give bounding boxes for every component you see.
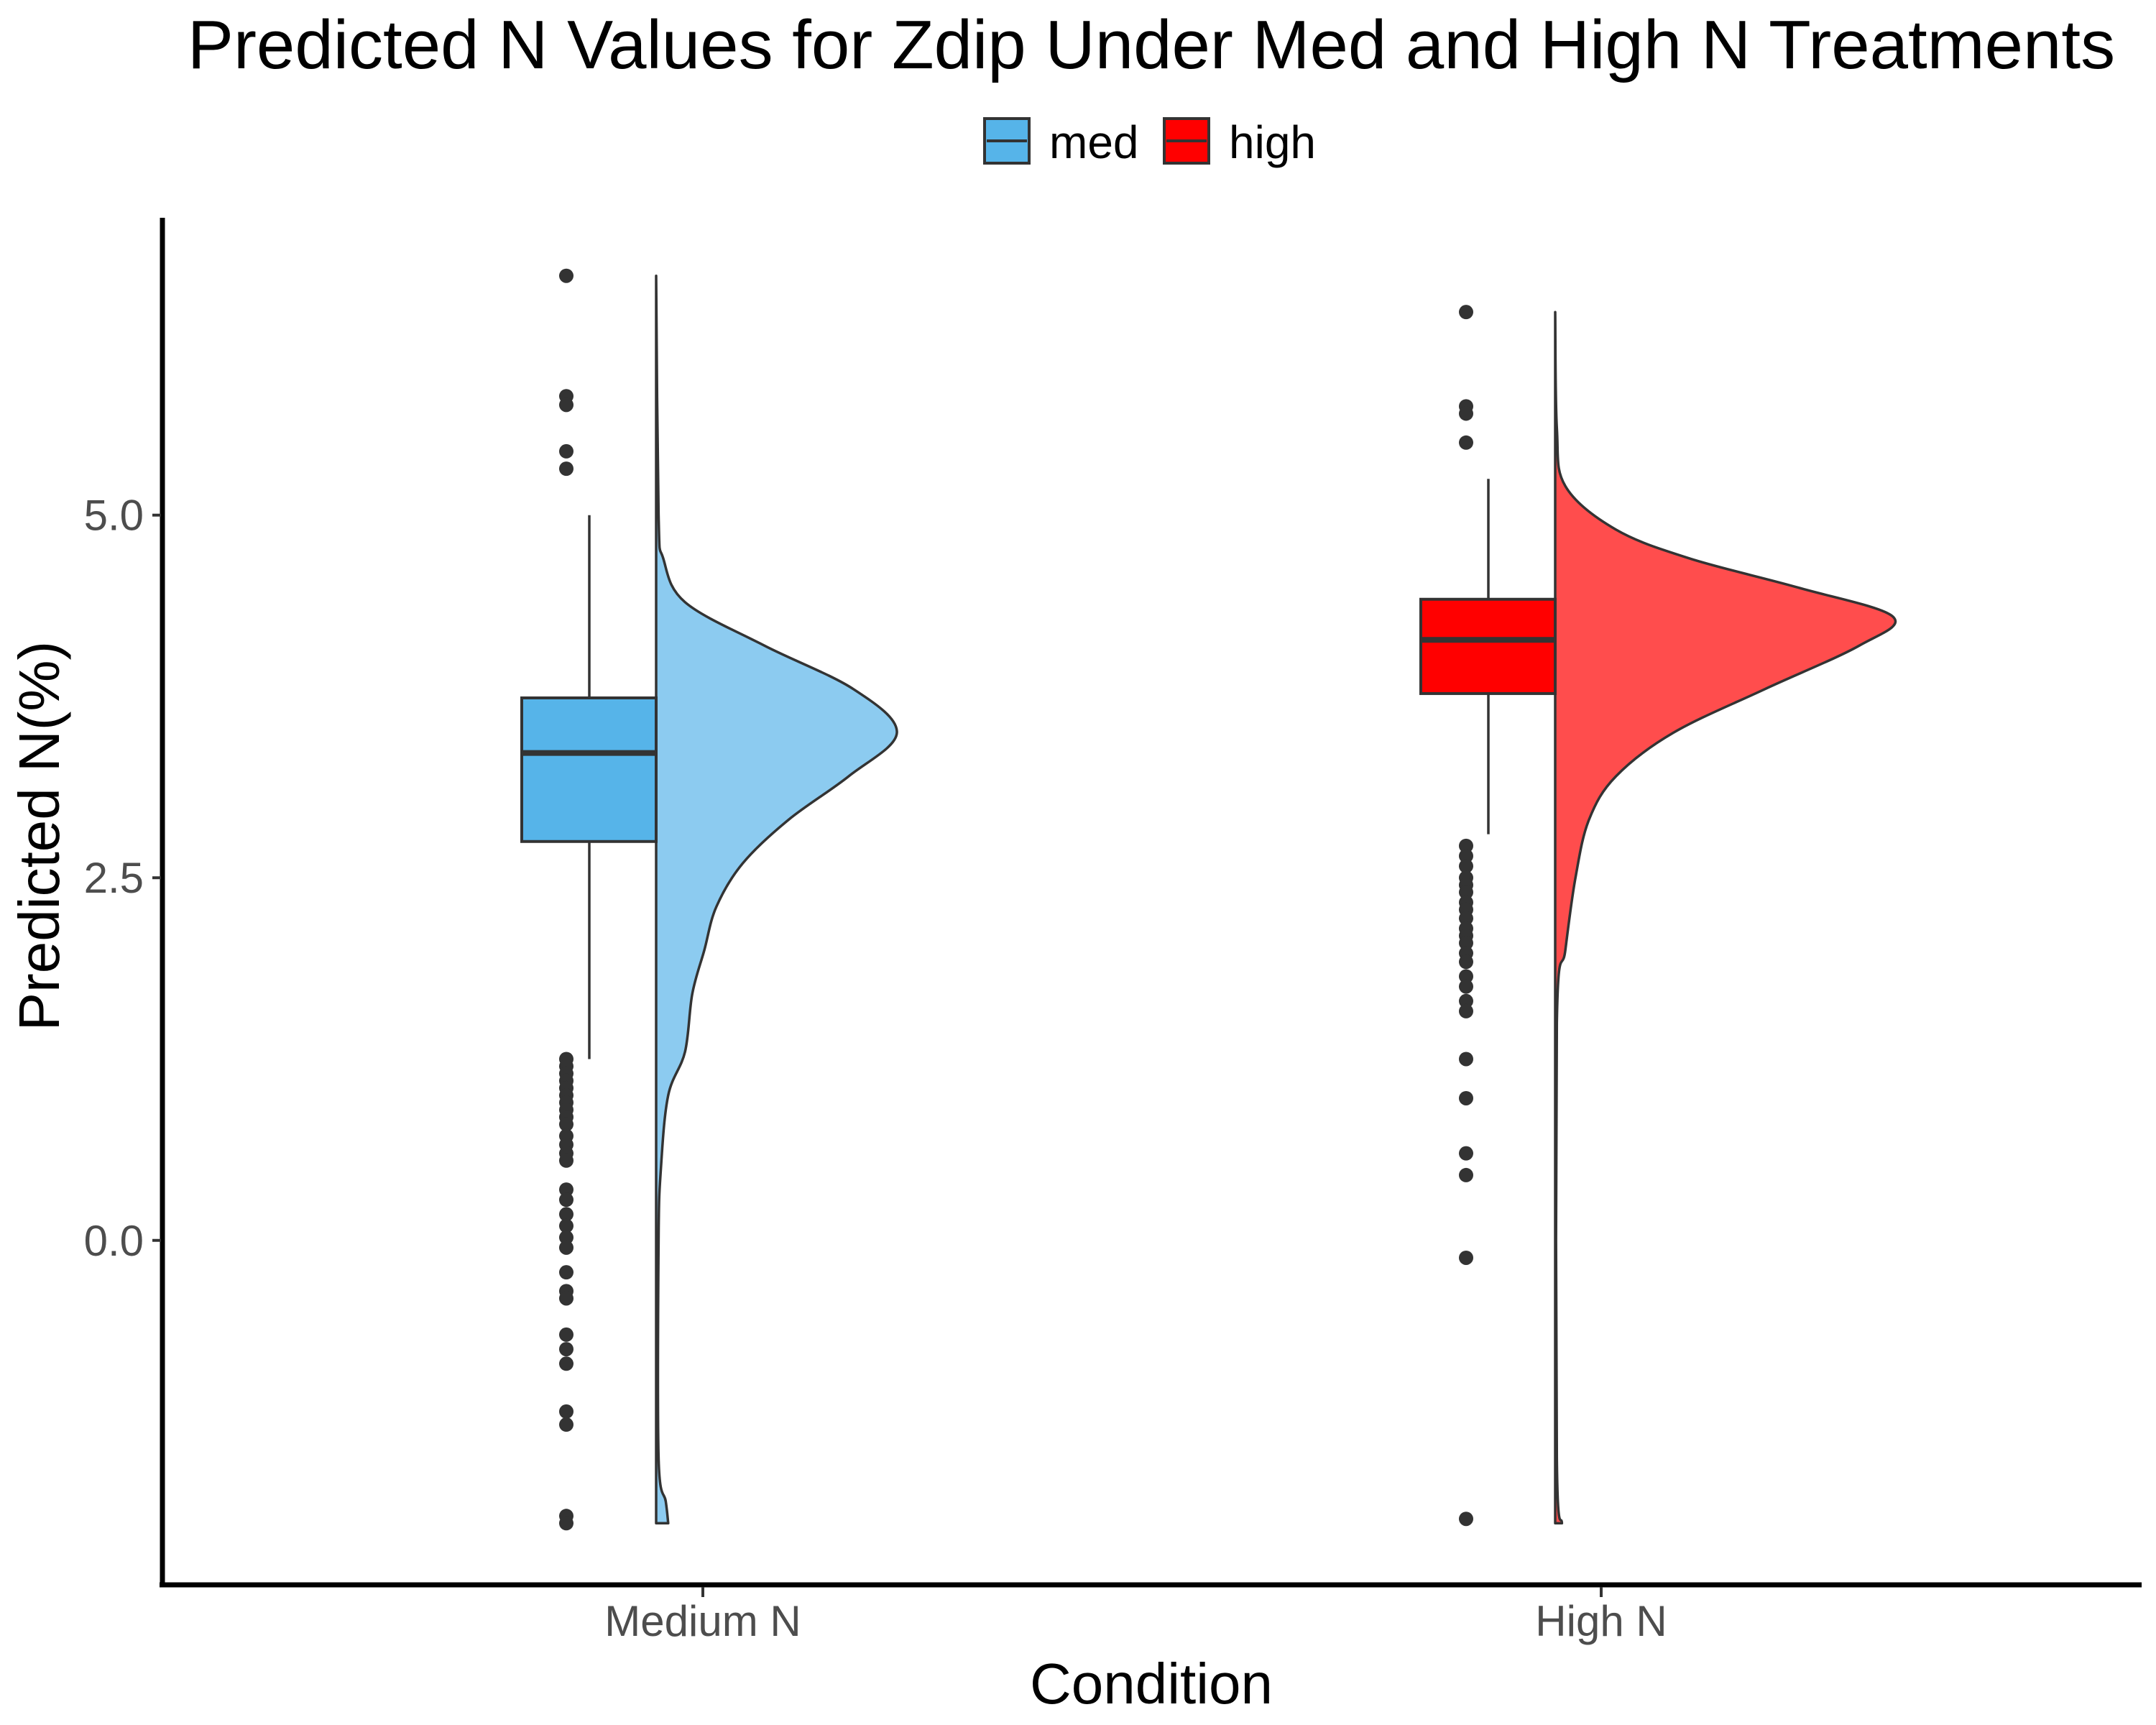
outlier-point-med bbox=[559, 1218, 573, 1233]
outlier-point-med bbox=[559, 1342, 573, 1357]
outlier-point-med bbox=[559, 443, 573, 459]
outlier-point-med bbox=[559, 1240, 573, 1255]
y-axis-title: Predicted N(%) bbox=[7, 641, 71, 1031]
legend-label-med: med bbox=[1049, 116, 1139, 168]
outlier-point-med bbox=[559, 1356, 573, 1371]
outlier-point-med bbox=[559, 1265, 573, 1280]
outlier-point-med bbox=[559, 1417, 573, 1432]
outlier-point-high bbox=[1459, 979, 1473, 994]
y-axis-ticks: 0.0 2.5 5.0 bbox=[84, 492, 161, 1265]
legend-label-high: high bbox=[1229, 116, 1316, 168]
outlier-point-high bbox=[1459, 1512, 1473, 1527]
outlier-point-med bbox=[559, 397, 573, 413]
y-tick-label: 5.0 bbox=[84, 492, 144, 540]
plot-area bbox=[520, 268, 1897, 1531]
outlier-point-high bbox=[1459, 838, 1473, 853]
series-med bbox=[520, 268, 898, 1531]
outlier-point-med bbox=[559, 1516, 573, 1531]
outlier-point-med bbox=[559, 1291, 573, 1306]
outlier-point-high bbox=[1459, 885, 1473, 900]
outlier-point-med bbox=[559, 1117, 573, 1132]
outlier-point-med bbox=[559, 268, 573, 283]
outlier-point-high bbox=[1459, 1250, 1473, 1265]
outlier-point-med bbox=[559, 1192, 573, 1208]
box-med bbox=[520, 696, 658, 843]
outlier-point-high bbox=[1459, 1003, 1473, 1018]
outlier-point-high bbox=[1459, 1146, 1473, 1161]
outlier-point-high bbox=[1459, 993, 1473, 1008]
outlier-point-high bbox=[1459, 1052, 1473, 1067]
x-tick-label-high-n: High N bbox=[1535, 1597, 1667, 1645]
outlier-point-med bbox=[559, 1404, 573, 1419]
legend: med high bbox=[983, 116, 1316, 168]
legend-item-high: high bbox=[1163, 116, 1316, 168]
x-axis-ticks: Medium N High N bbox=[604, 1587, 1667, 1645]
outlier-point-med bbox=[559, 1182, 573, 1197]
outlier-point-high bbox=[1459, 936, 1473, 951]
outlier-point-high bbox=[1459, 435, 1473, 450]
outlier-point-med bbox=[559, 461, 573, 477]
violin-high bbox=[1554, 310, 1897, 1525]
outlier-point-high bbox=[1459, 1090, 1473, 1105]
series-high bbox=[1419, 305, 1897, 1527]
y-tick-label: 2.5 bbox=[84, 854, 144, 902]
outlier-point-high bbox=[1459, 969, 1473, 984]
y-tick-label: 0.0 bbox=[84, 1217, 144, 1265]
outlier-point-high bbox=[1459, 954, 1473, 970]
x-tick-label-medium-n: Medium N bbox=[604, 1597, 801, 1645]
outlier-point-med bbox=[559, 1207, 573, 1222]
outlier-point-high bbox=[1459, 848, 1473, 863]
chart-title: Predicted N Values for Zdip Under Med an… bbox=[188, 6, 2115, 83]
outlier-point-med bbox=[559, 1327, 573, 1342]
box-high bbox=[1419, 597, 1557, 695]
outlier-point-high bbox=[1459, 911, 1473, 926]
outlier-point-med bbox=[559, 1230, 573, 1245]
outlier-point-high bbox=[1459, 1167, 1473, 1182]
outlier-point-high bbox=[1459, 859, 1473, 874]
outlier-point-high bbox=[1459, 305, 1473, 320]
outlier-point-med bbox=[559, 1153, 573, 1168]
violin-med bbox=[655, 274, 898, 1525]
x-axis-title: Condition bbox=[1030, 1652, 1273, 1716]
outlier-point-high bbox=[1459, 406, 1473, 421]
legend-item-med: med bbox=[983, 116, 1139, 168]
